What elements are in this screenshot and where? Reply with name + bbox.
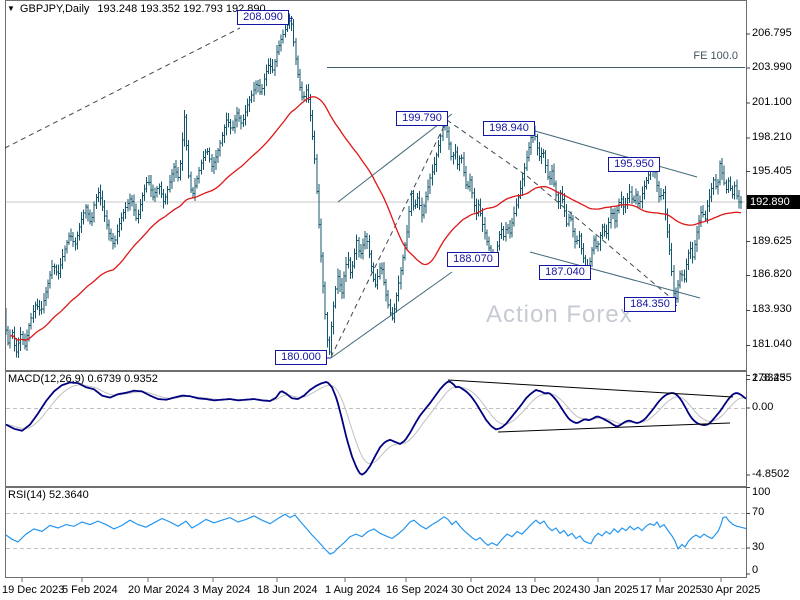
date-label: 3 May 2024 bbox=[193, 584, 251, 596]
chart-title: GBPJPY,Daily bbox=[19, 3, 90, 15]
macd-axis-tick: 2.3345 bbox=[752, 372, 786, 384]
chart-header: ▼ GBPJPY,Daily 193.248 193.352 192.793 192… bbox=[7, 3, 266, 15]
price-axis-tick: 206.795 bbox=[752, 27, 792, 39]
rsi-axis-tick: 30 bbox=[752, 541, 765, 553]
watermark: Action Forex bbox=[486, 301, 633, 328]
date-label: 13 Dec 2024 bbox=[515, 584, 578, 596]
date-label: 5 Feb 2024 bbox=[62, 584, 118, 596]
symbol-dropdown-icon[interactable]: ▼ bbox=[7, 4, 15, 13]
current-price-tag: 192.890 bbox=[747, 195, 800, 210]
date-label: 19 Dec 2023 bbox=[2, 584, 65, 596]
price-axis-tick: 195.405 bbox=[752, 164, 792, 177]
price-axis-tick: 189.625 bbox=[752, 234, 792, 247]
date-label: 30 Oct 2024 bbox=[451, 584, 511, 596]
date-label: 16 Sep 2024 bbox=[386, 584, 449, 596]
date-label: 30 Apr 2025 bbox=[701, 584, 761, 596]
price-tag[interactable]: 184.350 bbox=[624, 297, 676, 313]
rsi-axis-tick: 0 bbox=[752, 564, 759, 576]
price-tag[interactable]: 195.950 bbox=[608, 157, 660, 173]
price-axis-tick: 198.210 bbox=[752, 130, 792, 143]
price-tag[interactable]: 208.090 bbox=[237, 10, 289, 26]
macd-axis-tick: 0.00 bbox=[752, 401, 774, 413]
date-label: 30 Jan 2025 bbox=[578, 584, 639, 596]
rsi-indicator-label: RSI(14) 52.3640 bbox=[8, 489, 89, 501]
price-tag[interactable]: 180.000 bbox=[275, 349, 327, 365]
date-label: 18 Jun 2024 bbox=[257, 584, 318, 596]
chart-ohlc-values: 193.248 193.352 192.793 192.890 bbox=[97, 3, 266, 15]
price-tag[interactable]: 188.070 bbox=[447, 252, 499, 268]
price-axis-tick: 181.040 bbox=[752, 338, 792, 351]
price-tag[interactable]: 187.040 bbox=[539, 264, 591, 280]
rsi-axis-tick: 70 bbox=[752, 506, 765, 519]
price-tag[interactable]: 199.790 bbox=[396, 110, 448, 126]
date-label: 17 Mar 2025 bbox=[640, 584, 702, 596]
fibonacci-expansion-label[interactable]: FE 100.0 bbox=[693, 50, 738, 62]
price-axis-tick: 178.235 bbox=[752, 372, 792, 385]
price-tag[interactable]: 198.940 bbox=[483, 120, 535, 136]
price-axis-tick: 203.990 bbox=[752, 60, 792, 73]
price-axis-tick: 201.100 bbox=[752, 95, 792, 108]
date-label: 1 Aug 2024 bbox=[325, 584, 381, 596]
price-axis-tick: 186.820 bbox=[752, 268, 792, 281]
price-axis-tick: 183.930 bbox=[752, 303, 792, 316]
date-label: 20 Mar 2024 bbox=[128, 584, 190, 596]
macd-indicator-label: MACD(12,26,9) 0.6739 0.9352 bbox=[8, 373, 158, 385]
macd-axis-tick: -4.8502 bbox=[752, 468, 790, 481]
rsi-axis-tick: 100 bbox=[752, 486, 771, 498]
